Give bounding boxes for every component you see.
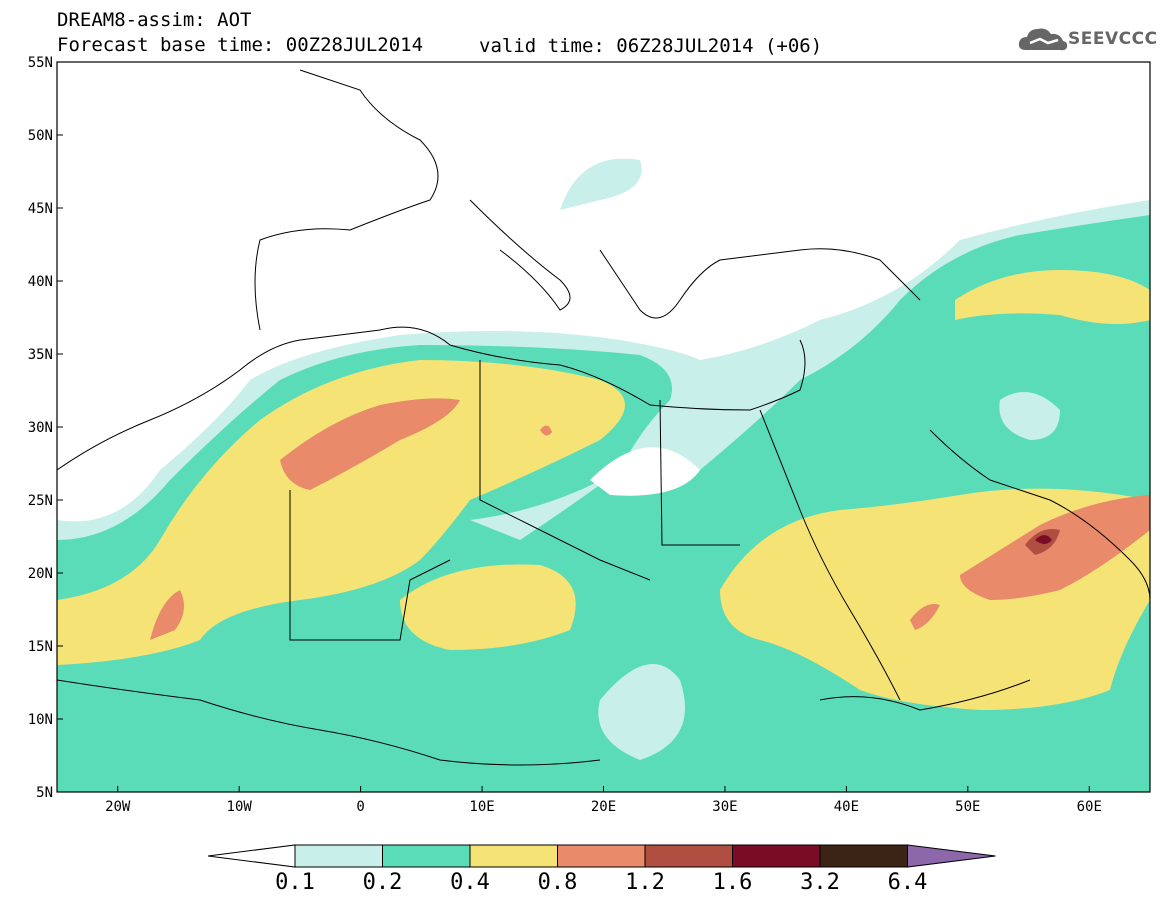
colorbar-swatch [469, 844, 558, 868]
colorbar-level-label: 1.2 [625, 870, 665, 895]
logo-text: SEEVCCC [1068, 29, 1158, 49]
lat-label: 55N [28, 55, 53, 71]
colorbar-swatch [294, 844, 383, 868]
lat-label: 15N [28, 639, 53, 655]
lon-label: 40E [834, 799, 859, 815]
lat-label: 5N [36, 785, 53, 801]
lat-axis: 55N 50N 45N 40N 35N 30N 25N 20N 15N 10N 5N [28, 55, 63, 801]
lon-label: 30E [712, 799, 737, 815]
colorbar-level-label: 3.2 [800, 870, 840, 895]
colorbar-level-label: 0.2 [362, 870, 403, 895]
colorbar-swatch [382, 844, 471, 868]
lon-label: 10W [227, 799, 253, 815]
lat-label: 10N [28, 712, 53, 728]
lon-label: 20W [105, 799, 131, 815]
aot-shading [57, 158, 1150, 792]
colorbar-level-label: 6.4 [887, 870, 928, 895]
valid-time: valid time: 06Z28JUL2014 (+06) [479, 35, 823, 57]
colorbar-under-arrow [207, 844, 296, 868]
lat-label: 20N [28, 566, 53, 582]
colorbar-over-arrow [907, 844, 996, 868]
lon-label: 20E [591, 799, 616, 815]
colorbar-level-label: 0.8 [537, 870, 578, 895]
lat-label: 50N [28, 128, 53, 144]
lat-label: 35N [28, 347, 53, 363]
colorbar-level-label: 0.1 [275, 870, 315, 895]
colorbar-swatch [732, 844, 821, 868]
lat-label: 25N [28, 493, 53, 509]
coastlines [57, 69, 1150, 766]
lat-label: 30N [28, 420, 53, 436]
lat-label: 40N [28, 274, 53, 290]
lon-label: 0 [356, 799, 364, 815]
colorbar-level-label: 1.6 [712, 870, 753, 895]
colorbar-level-label: 0.4 [450, 870, 490, 895]
lon-axis: 20W 10W 0 10E 20E 30E 40E 50E 60E [105, 786, 1102, 815]
colorbar-swatch [644, 844, 733, 868]
lon-label: 10E [469, 799, 494, 815]
colorbar-swatch [819, 844, 908, 868]
forecast-base-time: Forecast base time: 00Z28JUL2014 [57, 34, 424, 56]
colorbar [207, 844, 996, 868]
lat-label: 45N [28, 201, 53, 217]
colorbar-swatch [557, 844, 646, 868]
lon-label: 50E [955, 799, 980, 815]
aot-map: 55N 50N 45N 40N 35N 30N 25N 20N 15N 10N 5N 20W 10W 0… [28, 55, 1151, 815]
lon-label: 60E [1077, 799, 1102, 815]
cloud-logo-icon [1018, 28, 1068, 51]
map-title: DREAM8-assim: AOT [57, 9, 252, 31]
